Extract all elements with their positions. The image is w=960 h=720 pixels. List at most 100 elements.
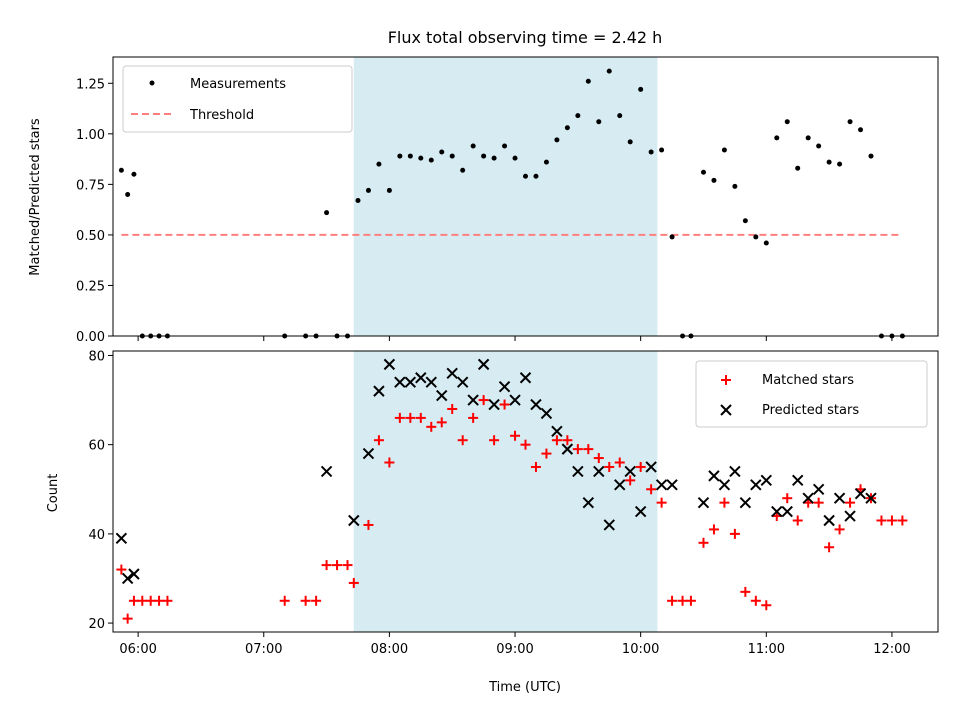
measurement-legend-marker (149, 80, 155, 86)
measurement-point (564, 125, 570, 131)
bottom-x-ticks: 06:00 07:00 08:00 09:00 10:00 11:00 12:00 (119, 632, 911, 657)
measurement-point (131, 171, 137, 177)
y-tick-label: 0.75 (76, 178, 105, 193)
measurement-point (606, 68, 612, 74)
predicted-star-point (865, 492, 877, 504)
measurement-point (816, 143, 822, 149)
measurement-point (376, 161, 382, 167)
measurement-point (805, 135, 811, 141)
y-tick-label: 60 (88, 439, 105, 454)
predicted-star-point (467, 394, 479, 406)
predicted-legend-marker (720, 404, 732, 416)
measurement-point (784, 119, 790, 125)
predicted-star-point (561, 443, 574, 455)
predicted-star-point (833, 492, 846, 504)
predicted-star-point (844, 510, 856, 522)
predicted-star-point (320, 465, 333, 478)
predicted-star-point (718, 479, 731, 491)
measurement-point (858, 127, 864, 133)
predicted-star-point (446, 367, 458, 380)
predicted-star-point (781, 505, 793, 518)
top-y-ticks: 0.00 0.25 0.50 0.75 1.00 1.25 (76, 77, 113, 345)
measurement-point (868, 153, 874, 159)
measurement-point (753, 234, 759, 240)
x-tick-label: 12:00 (873, 642, 910, 657)
predicted-star-point (771, 505, 783, 518)
predicted-star-point (792, 474, 804, 487)
predicted-star-point (373, 385, 385, 397)
x-axis-label: Time (UTC) (488, 680, 561, 695)
top-legend-box (122, 65, 353, 133)
predicted-star-point (121, 572, 134, 585)
bottom-axes-frame (112, 350, 939, 633)
predicted-star-point (708, 470, 720, 482)
predicted-star-point (624, 465, 636, 478)
top-y-axis-label: Matched/Predicted stars (28, 118, 43, 276)
measurement-point (596, 119, 602, 125)
measurement-point (118, 167, 124, 173)
measurement-point (470, 143, 476, 149)
matched-star-points (116, 395, 908, 624)
predicted-star-point (530, 398, 542, 411)
predicted-star-point (802, 492, 814, 504)
bottom-legend: Matched stars Predicted stars (695, 360, 928, 428)
predicted-star-point (477, 358, 490, 371)
predicted-star-point (404, 376, 417, 388)
predicted-star-point (115, 532, 128, 545)
measurement-point (659, 147, 665, 153)
measurement-point (418, 155, 424, 161)
predicted-star-point (436, 389, 448, 402)
predicted-star-point (348, 514, 360, 527)
threshold-legend-label: Threshold (189, 108, 254, 123)
measurement-point (386, 187, 392, 193)
predicted-star-point (415, 372, 427, 384)
predicted-star-point (655, 479, 668, 491)
predicted-star-point (551, 425, 563, 437)
predicted-star-point (760, 474, 773, 487)
measurement-point (763, 240, 769, 246)
predicted-star-point (614, 479, 626, 491)
measurement-legend-label: Measurements (190, 77, 286, 92)
bottom-y-axis-label: Count (46, 474, 61, 513)
predicted-star-point (603, 519, 615, 531)
y-tick-label: 20 (88, 617, 105, 632)
measurement-point (627, 139, 633, 145)
top-x-ticks (137, 336, 893, 341)
predicted-star-point (498, 380, 511, 393)
predicted-star-point (456, 376, 469, 388)
count-panel: 20 40 60 80 06:00 07:00 08:00 09:00 10:00 11:00 1… (46, 349, 939, 695)
x-tick-label: 09:00 (496, 642, 533, 657)
y-tick-label: 0.25 (76, 279, 105, 294)
measurement-point (648, 149, 654, 155)
observing-window-shade-bottom (353, 351, 658, 632)
predicted-star-points (115, 358, 877, 585)
x-tick-label: 06:00 (119, 642, 156, 657)
measurement-point (460, 167, 466, 173)
measurement-point (533, 173, 539, 179)
measurement-point (742, 218, 748, 224)
chart-title: Flux total observing time = 2.42 h (388, 28, 663, 47)
predicted-star-point (729, 465, 741, 478)
predicted-star-point (739, 496, 752, 509)
predicted-star-point (488, 398, 500, 411)
predicted-star-point (823, 514, 835, 527)
matched-legend-marker (721, 375, 731, 385)
predicted-star-point (666, 479, 678, 491)
measurement-point (617, 113, 623, 119)
measurement-point (407, 153, 413, 159)
predicted-star-point (854, 488, 867, 500)
predicted-star-point (645, 461, 657, 473)
predicted-star-point (362, 447, 375, 460)
x-tick-label: 10:00 (622, 642, 659, 657)
y-tick-label: 80 (88, 349, 105, 364)
measurement-point (355, 198, 361, 204)
measurement-point (449, 153, 455, 159)
measurement-point (795, 165, 801, 171)
x-tick-label: 11:00 (748, 642, 785, 657)
measurement-point (428, 157, 434, 163)
measurement-point (523, 173, 528, 179)
y-tick-label: 0.50 (76, 229, 105, 244)
predicted-star-point (394, 376, 406, 388)
predicted-star-point (572, 465, 584, 478)
